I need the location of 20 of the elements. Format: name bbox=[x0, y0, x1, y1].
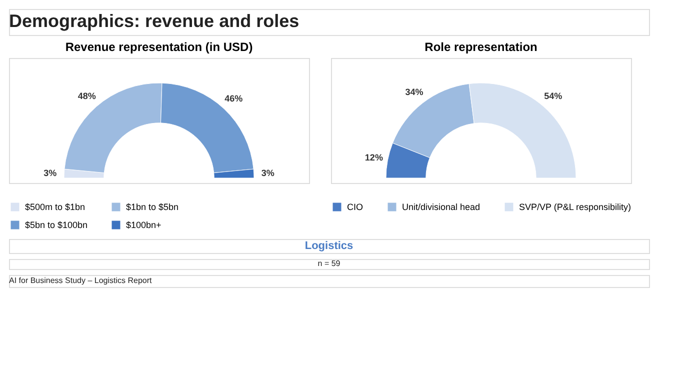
data-label: 34% bbox=[405, 86, 424, 97]
data-label: 46% bbox=[224, 94, 243, 104]
legend-label: $1bn to $5bn bbox=[126, 202, 179, 212]
chart-title: Role representation bbox=[424, 40, 538, 54]
legend-label: $500m to $1bn bbox=[25, 202, 86, 212]
legend-label: SVP/VP (P&L responsibility) bbox=[519, 202, 632, 212]
legend-label: $100bn+ bbox=[126, 220, 162, 230]
legend-label: Unit/divisional head bbox=[402, 202, 480, 212]
data-label: 48% bbox=[78, 91, 96, 102]
data-label: 3% bbox=[44, 168, 57, 178]
text: n = 59 bbox=[318, 259, 341, 268]
data-label: 3% bbox=[261, 168, 274, 178]
text: Logistics bbox=[304, 240, 354, 252]
legend-label: CIO bbox=[347, 202, 364, 212]
data-label: 12% bbox=[364, 152, 383, 163]
text: Demographics: revenue and roles bbox=[9, 11, 300, 31]
chart-title: Revenue representation (in USD) bbox=[65, 40, 253, 54]
legend-label: $5bn to $100bn bbox=[25, 220, 88, 230]
text: AI for Business Study – Logistics Report bbox=[9, 276, 153, 285]
data-label: 54% bbox=[544, 91, 562, 102]
